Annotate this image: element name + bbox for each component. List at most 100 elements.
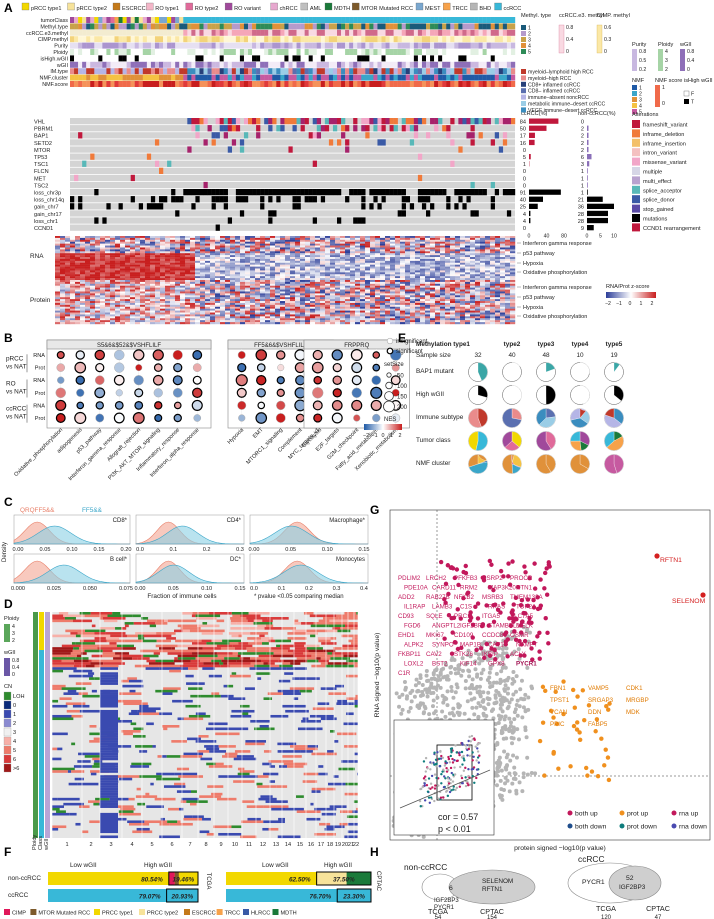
heat-cell — [460, 240, 465, 242]
heat-cell — [445, 284, 450, 286]
heat-cell — [250, 288, 255, 290]
mutation-cell — [402, 196, 406, 202]
heat-cell — [480, 280, 485, 282]
heat-cell — [85, 251, 90, 253]
heat-cell — [475, 263, 480, 265]
heat-cell — [100, 247, 105, 249]
track-cell — [434, 49, 438, 55]
heat-cell — [420, 272, 425, 274]
mutation-cell — [333, 125, 337, 131]
heat-cell — [175, 238, 180, 240]
heat-cell — [445, 269, 450, 271]
track-cell — [410, 36, 414, 42]
heat-cell — [260, 269, 265, 271]
mutation-cell — [224, 118, 228, 124]
heat-cell — [440, 247, 445, 249]
track-cell — [276, 62, 280, 68]
heat-cell — [510, 246, 515, 248]
heat-cell — [140, 261, 145, 263]
heat-cell — [155, 251, 160, 253]
heat-cell — [180, 251, 185, 253]
mutation-cell — [248, 118, 252, 124]
heat-cell — [65, 270, 70, 272]
mutation-cell — [305, 118, 309, 124]
heat-cell — [480, 263, 485, 265]
track-cell — [313, 36, 317, 42]
heat-cell — [205, 242, 210, 244]
heat-cell — [75, 259, 80, 261]
heat-cell — [155, 276, 160, 278]
heat-cell — [195, 263, 200, 265]
heat-cell — [490, 238, 495, 240]
heat-cell — [260, 274, 265, 276]
track-cell — [284, 68, 288, 74]
track-cell — [199, 81, 203, 87]
heat-cell — [60, 278, 65, 280]
track-cell — [402, 17, 406, 23]
track-cell — [220, 55, 224, 61]
heat-cell — [250, 276, 255, 278]
mutation-cell — [418, 118, 422, 124]
track-cell — [353, 55, 357, 61]
panel-label-a: A — [4, 1, 13, 15]
track-cell — [252, 81, 256, 87]
heat-cell — [270, 303, 275, 305]
track-cell — [426, 17, 430, 23]
track-cell — [115, 23, 119, 29]
heat-cell — [205, 251, 210, 253]
track-cell — [422, 55, 426, 61]
heat-cell — [355, 270, 360, 272]
mutation-cell — [466, 118, 470, 124]
heat-cell — [360, 257, 365, 259]
heat-cell — [290, 288, 295, 290]
heat-cell — [490, 286, 495, 288]
heat-cell — [385, 261, 390, 263]
track-cell — [280, 23, 284, 29]
heat-cell — [190, 251, 195, 253]
track-cell — [110, 30, 114, 36]
heat-cell — [400, 259, 405, 261]
track-cell — [288, 55, 292, 61]
mutation-cell — [264, 189, 268, 195]
track-cell — [252, 43, 256, 49]
track-cell — [471, 55, 475, 61]
track-cell — [414, 68, 418, 74]
mutation-cell — [216, 196, 220, 202]
heat-cell — [315, 238, 320, 240]
heat-cell — [465, 244, 470, 246]
heat-cell — [505, 303, 510, 305]
mutation-cell — [284, 118, 288, 124]
heat-cell — [495, 293, 500, 295]
heat-cell — [55, 270, 60, 272]
track-cell — [159, 30, 163, 36]
heat-cell — [435, 301, 440, 303]
heat-cell — [395, 247, 400, 249]
heat-cell — [470, 269, 475, 271]
track-cell — [70, 75, 74, 81]
heat-cell — [285, 251, 290, 253]
mutation-cell — [313, 161, 317, 167]
mutation-cell — [406, 118, 410, 124]
heat-cell — [105, 247, 110, 249]
heat-cell — [470, 299, 475, 301]
heat-cell — [400, 288, 405, 290]
heat-cell — [310, 240, 315, 242]
heat-cell — [110, 267, 115, 269]
track-cell — [361, 23, 365, 29]
track-cell — [204, 23, 208, 29]
mutation-cell — [382, 189, 386, 195]
heat-cell — [195, 274, 200, 276]
gene-label: TSC2 — [34, 183, 48, 189]
heat-cell — [215, 249, 220, 251]
track-cell — [301, 81, 305, 87]
heat-cell — [140, 269, 145, 271]
heat-cell — [290, 263, 295, 265]
ccrcc-pct: 4 — [523, 219, 526, 225]
mutation-cell — [268, 118, 272, 124]
heat-cell — [105, 276, 110, 278]
heat-cell — [345, 276, 350, 278]
heat-cell — [480, 244, 485, 246]
mutation-cell — [475, 118, 479, 124]
mutation-cell — [483, 118, 487, 124]
heat-cell — [370, 246, 375, 248]
